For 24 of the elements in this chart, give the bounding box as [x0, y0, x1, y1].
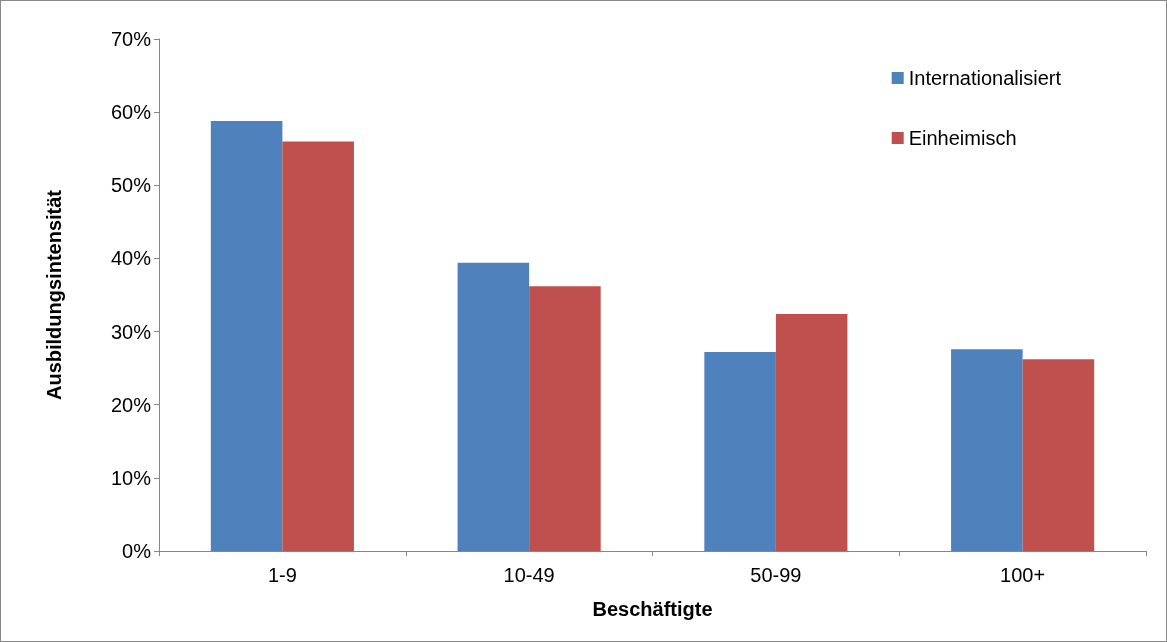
legend-label: Internationalisiert [908, 67, 1062, 89]
bar [457, 262, 530, 551]
bar [529, 286, 601, 551]
x-tick-label: 100+ [1000, 564, 1046, 586]
x-axis-title: Beschäftigte [592, 598, 713, 620]
bar [282, 141, 354, 551]
x-tick-label: 50-99 [750, 564, 802, 586]
y-tick-label: 50% [110, 174, 152, 197]
y-tick-label: 40% [110, 247, 152, 270]
y-tick-label: 60% [110, 101, 152, 124]
x-tick-label: 10-49 [503, 564, 555, 586]
legend-label: Einheimisch [908, 127, 1017, 149]
bar [951, 349, 1023, 551]
y-axis-title: Ausbildungsintensität [43, 189, 65, 400]
y-tick-label: 20% [110, 393, 152, 416]
x-tick-label: 1-9 [267, 564, 297, 586]
y-tick-label: 0% [122, 540, 152, 562]
y-tick-label: 70% [110, 28, 152, 50]
bar [704, 352, 776, 551]
bar [775, 314, 848, 551]
y-tick-label: 10% [110, 466, 152, 489]
y-tick-label: 30% [110, 320, 152, 343]
bar [1022, 359, 1095, 551]
bar [210, 120, 283, 551]
